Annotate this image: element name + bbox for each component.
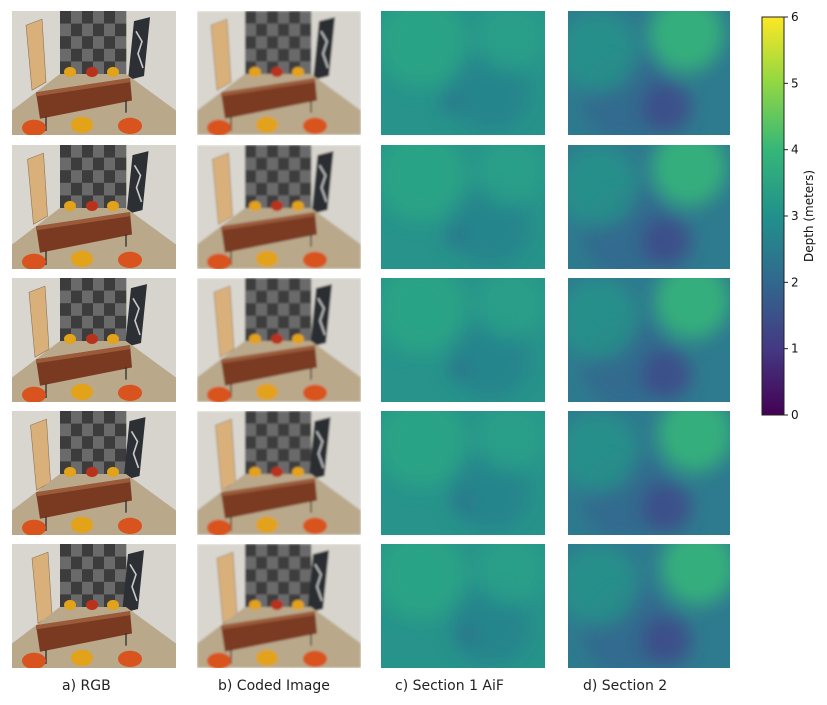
aif-image-row-2 <box>381 145 545 269</box>
aif-image-row-1 <box>381 11 545 135</box>
aif-image-row-5 <box>381 544 545 668</box>
rgb-image-row-2 <box>12 145 176 269</box>
rgb-image-row-1 <box>12 11 176 135</box>
section2-image-row-4 <box>568 411 730 535</box>
aif-image-row-4 <box>381 411 545 535</box>
caption-coded: b) Coded Image <box>218 678 330 694</box>
coded-image-row-3 <box>197 278 361 402</box>
colorbar-gradient <box>761 16 785 416</box>
colorbar-tick-label: 6 <box>791 10 799 24</box>
caption-section2: d) Section 2 <box>583 678 668 694</box>
section2-image-row-5 <box>568 544 730 668</box>
coded-image-row-4 <box>197 411 361 535</box>
coded-image-row-1 <box>197 11 361 135</box>
section2-image-row-1 <box>568 11 730 135</box>
colorbar-tick-label: 1 <box>791 342 799 356</box>
rgb-image-row-5 <box>12 544 176 668</box>
section2-image-row-3 <box>568 278 730 402</box>
rgb-image-row-3 <box>12 278 176 402</box>
rgb-image-row-4 <box>12 411 176 535</box>
coded-image-row-2 <box>197 145 361 269</box>
coded-image-row-5 <box>197 544 361 668</box>
caption-aif: c) Section 1 AiF <box>395 678 504 694</box>
colorbar-tick-label: 4 <box>791 143 799 157</box>
colorbar-tick-label: 2 <box>791 275 799 289</box>
colorbar-tick-label: 5 <box>791 76 799 90</box>
colorbar-label: Depth (meters) <box>802 170 816 262</box>
section2-image-row-2 <box>568 145 730 269</box>
colorbar-tick-label: 3 <box>791 209 799 223</box>
colorbar-tick-label: 0 <box>791 408 799 422</box>
caption-rgb: a) RGB <box>62 678 111 694</box>
aif-image-row-3 <box>381 278 545 402</box>
